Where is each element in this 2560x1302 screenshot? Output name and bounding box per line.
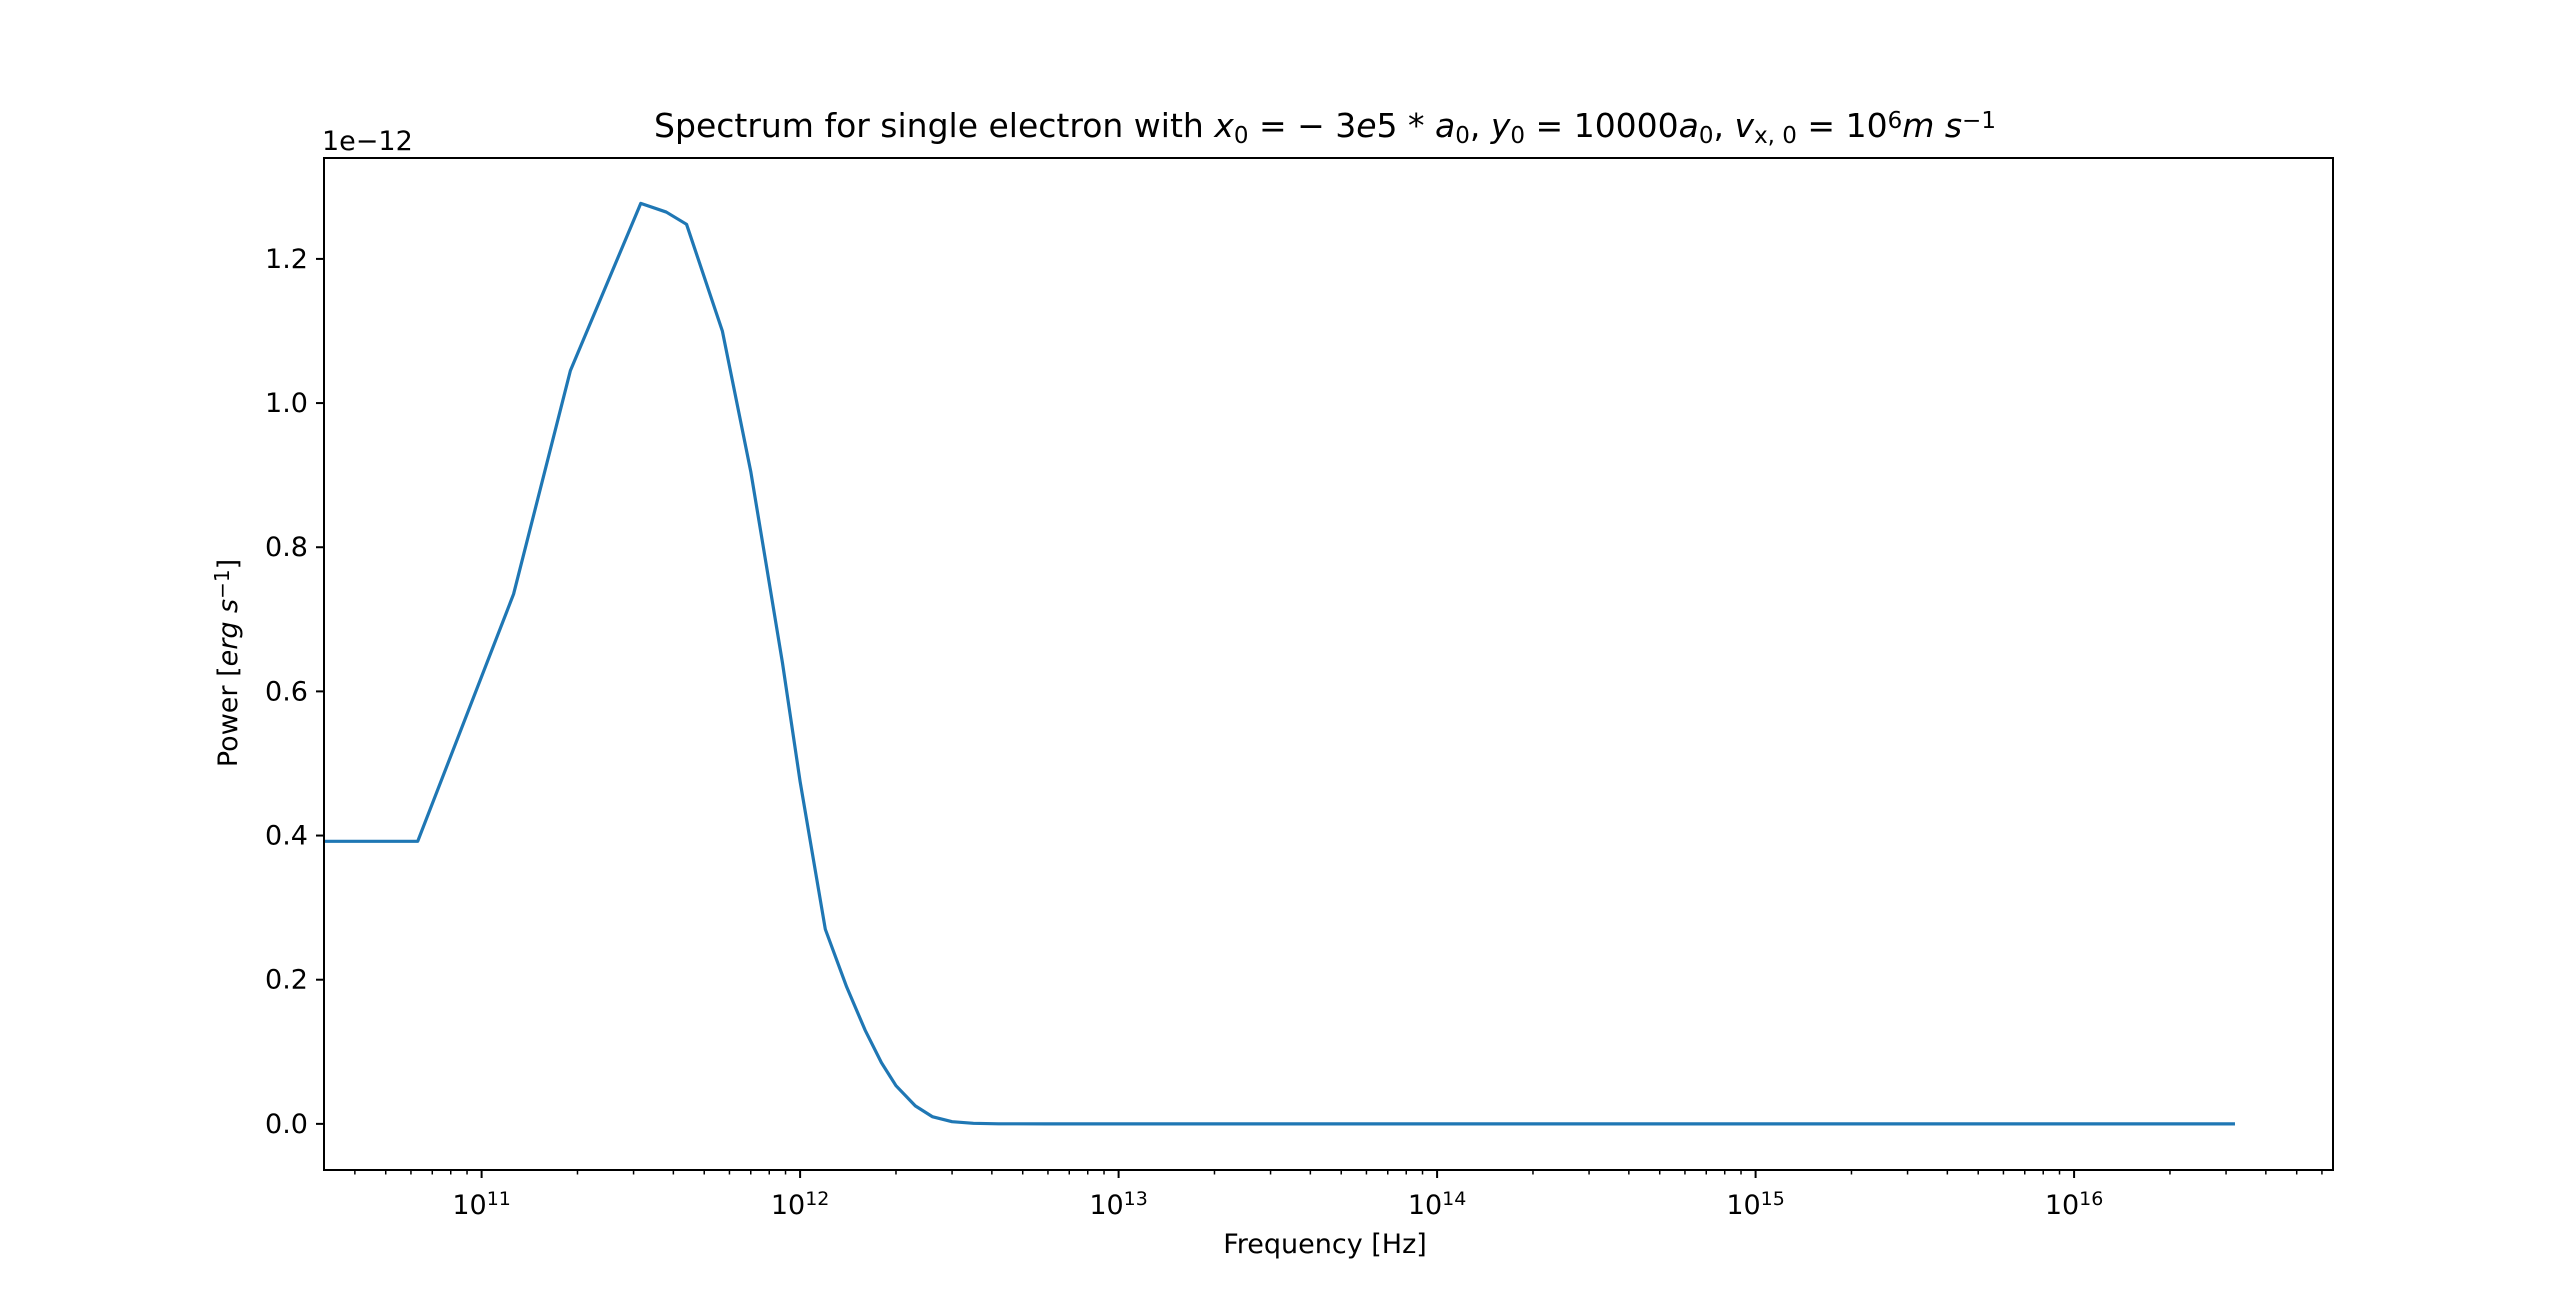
x-tick-label: 1015 xyxy=(1726,1188,1785,1221)
title-math-text: = 10000 xyxy=(1525,106,1679,145)
y-tick-label: 0.0 xyxy=(265,1109,308,1140)
y-axis-label: Power [erg s−1] xyxy=(210,559,244,767)
title-math-text: , xyxy=(1470,106,1491,145)
title-math-symbol: y xyxy=(1490,106,1511,145)
y-label-units: erg s xyxy=(213,599,244,667)
title-math-symbol: x xyxy=(1213,106,1234,145)
title-math-symbol: v xyxy=(1735,106,1755,145)
x-tick-label: 1013 xyxy=(1089,1188,1148,1221)
title-subscript: 0 xyxy=(1455,123,1470,149)
title-math-text: , xyxy=(1714,106,1735,145)
y-tick-label: 0.4 xyxy=(265,821,308,852)
x-axis-label: Frequency [Hz] xyxy=(1223,1229,1427,1260)
plot-area: 0.00.20.40.60.81.01.2 1011 1012 1013 1014 10… xyxy=(265,157,2334,1221)
series-layer xyxy=(324,201,2235,1126)
x-tick-label: 1016 xyxy=(2045,1188,2104,1221)
x-tick-exponent: 11 xyxy=(487,1188,511,1210)
title-math-text: 5 * xyxy=(1377,106,1435,145)
y-offset-text: 1e−12 xyxy=(322,126,413,157)
axes-frame xyxy=(323,157,2334,1171)
x-tick-base: 10 xyxy=(1089,1190,1123,1221)
x-tick-label: 1012 xyxy=(771,1188,830,1221)
x-tick-base: 10 xyxy=(452,1190,486,1221)
series-line-1 xyxy=(324,201,2235,1126)
y-tick-label: 1.0 xyxy=(265,388,308,419)
x-tick-base: 10 xyxy=(1726,1190,1760,1221)
y-tick-label: 0.6 xyxy=(265,676,308,707)
x-tick-base: 10 xyxy=(771,1190,805,1221)
title-math-symbol: a xyxy=(1679,106,1699,145)
y-label-text: Power [ xyxy=(213,666,244,767)
x-tick-exponent: 16 xyxy=(2079,1188,2103,1210)
x-tick-exponent: 14 xyxy=(1442,1188,1466,1210)
title-math-symbol: a xyxy=(1435,106,1455,145)
x-tick-exponent: 12 xyxy=(805,1188,829,1210)
x-tick-exponent: 15 xyxy=(1761,1188,1785,1210)
y-label-exponent: −1 xyxy=(210,569,234,598)
y-tick-label: 1.2 xyxy=(265,244,308,275)
chart-title: Spectrum for single electron with x0 = −… xyxy=(654,106,1996,149)
title-math-symbol: e xyxy=(1356,106,1376,145)
title-math-text: = 10 xyxy=(1797,106,1888,145)
title-text: Spectrum for single electron with xyxy=(654,106,1214,145)
title-subscript: 0 xyxy=(1510,123,1525,149)
y-tick-label: 0.8 xyxy=(265,532,308,563)
x-tick-label: 1011 xyxy=(452,1188,511,1221)
x-tick-base: 10 xyxy=(2045,1190,2079,1221)
x-tick-label: 1014 xyxy=(1408,1188,1467,1221)
x-axis-ticks: 1011 1012 1013 1014 1015 1016 xyxy=(354,1170,2323,1221)
x-tick-exponent: 13 xyxy=(1124,1188,1148,1210)
title-superscript: −1 xyxy=(1962,108,1996,134)
title-superscript: 6 xyxy=(1888,108,1903,134)
x-tick-base: 10 xyxy=(1408,1190,1442,1221)
y-tick-label: 0.2 xyxy=(265,965,308,996)
title-subscript: 0 xyxy=(1699,123,1714,149)
y-axis-ticks: 0.0 0.2 0.4 0.6 0.8 1.0 1.2 xyxy=(265,244,324,1140)
title-math-text: = − 3 xyxy=(1248,106,1356,145)
y-label-bracket: ] xyxy=(213,559,244,570)
title-math-symbol: m s xyxy=(1902,106,1962,145)
title-subscript: 0 xyxy=(1234,123,1249,149)
title-subscript: x, 0 xyxy=(1754,123,1797,149)
